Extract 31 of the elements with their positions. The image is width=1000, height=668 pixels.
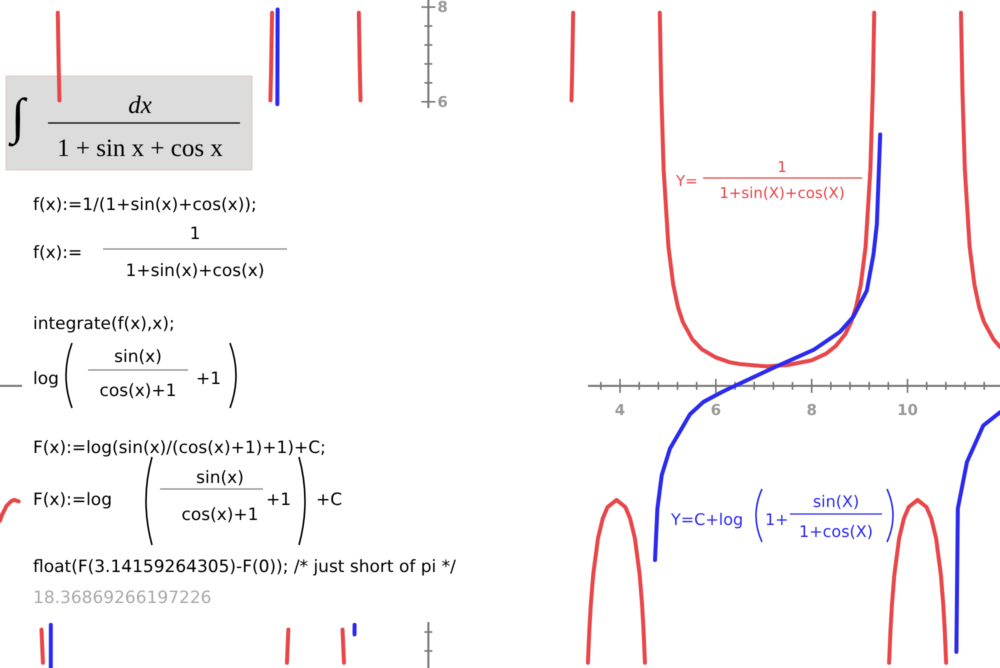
annotation: cos(x)+1 [182, 505, 258, 525]
annotation: cos(x)+1 [100, 381, 176, 401]
annotation: log [33, 369, 59, 389]
annotation: 1+sin(x)+cos(x) [126, 261, 264, 281]
annotation: sin(x) [114, 347, 162, 367]
annotation: sin(x) [196, 468, 244, 488]
annotation: 1+ [765, 510, 789, 529]
annotation: f(x):=1/(1+sin(x)+cos(x)); [33, 195, 257, 215]
annotation: integrate(f(x),x); [33, 314, 175, 334]
annotation: +1 [196, 369, 222, 389]
x-tick-label: 6 [710, 400, 722, 419]
annotation: float(F(3.14159264305)-F(0)); /* just short of pi */ [33, 557, 456, 577]
annotation: sin(X) [812, 492, 860, 511]
annotation: 1 [777, 158, 787, 176]
annotation: ∫ [8, 88, 28, 147]
annotation: +C [316, 490, 342, 510]
annotation: dx [128, 92, 152, 119]
annotation: F(x):=log [33, 490, 112, 510]
annotation: 1+sin(X)+cos(X) [719, 184, 845, 202]
annotation: +1 [266, 490, 292, 510]
annotation: Y=C+log [670, 510, 744, 529]
annotation: f(x):= [33, 243, 82, 263]
x-tick-label: 10 [897, 400, 918, 419]
x-tick-label: 4 [614, 400, 626, 419]
annotation: 1+cos(X) [799, 522, 873, 541]
annotation: 18.36869266197226 [33, 588, 212, 608]
annotation: 1 [190, 224, 200, 244]
annotation: Y= [675, 172, 698, 190]
x-tick-label: 8 [806, 400, 817, 419]
annotation: F(x):=log(sin(x)/(cos(x)+1)+1)+C; [33, 438, 326, 458]
annotation: 1 + sin x + cos x [57, 135, 224, 162]
